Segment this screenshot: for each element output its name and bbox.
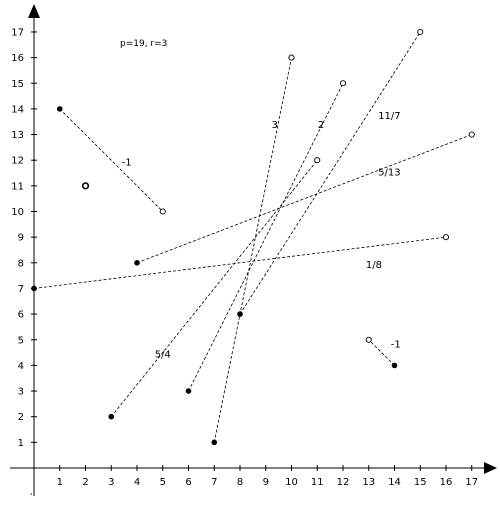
y-tick-label-6: 6 bbox=[18, 310, 24, 321]
y-tick-label-14: 14 bbox=[11, 104, 24, 115]
y-tick-label-13: 13 bbox=[11, 130, 24, 141]
segment-5 bbox=[188, 83, 344, 392]
segment-5-start-point bbox=[185, 388, 192, 394]
segment-5-end-point bbox=[339, 80, 347, 87]
x-tick-label-16: 16 bbox=[440, 477, 453, 488]
y-tick-label-4: 4 bbox=[18, 361, 24, 372]
x-tick-label-7: 7 bbox=[211, 477, 217, 488]
x-tick-label-2: 2 bbox=[82, 477, 88, 488]
y-tick-label-8: 8 bbox=[18, 258, 24, 269]
segment-2-start-point bbox=[31, 285, 37, 292]
axes-layer: ' bbox=[10, 4, 497, 501]
segment-2 bbox=[33, 236, 447, 289]
params-label: p=19, r=3 bbox=[120, 39, 167, 49]
segment-7 bbox=[239, 31, 421, 315]
x-tick-label-15: 15 bbox=[414, 477, 427, 488]
segment-6-end-point bbox=[288, 54, 295, 61]
segment-3-slope-label: 5/13 bbox=[378, 168, 400, 179]
y-tick-label-10: 10 bbox=[11, 207, 24, 218]
x-tick-label-11: 11 bbox=[311, 477, 324, 488]
isolated-point-1 bbox=[81, 182, 90, 190]
segment-4 bbox=[110, 159, 318, 417]
points-layer bbox=[31, 28, 475, 446]
x-tick-label-5: 5 bbox=[160, 477, 166, 488]
segment-6-slope-label: 3 bbox=[272, 120, 278, 131]
segment-7-slope-label: 11/7 bbox=[378, 111, 400, 122]
x-tick-label-1: 1 bbox=[57, 477, 63, 488]
segment-2-slope-label: 1/8 bbox=[366, 260, 382, 271]
segment-7-end-point bbox=[417, 28, 424, 36]
y-tick-label-1: 1 bbox=[18, 438, 24, 449]
origin-mark: ' bbox=[30, 492, 32, 500]
segment-4-end-point bbox=[314, 157, 321, 164]
y-tick-label-11: 11 bbox=[11, 181, 24, 192]
x-tick-label-13: 13 bbox=[362, 477, 375, 488]
segment-8-slope-label: -1 bbox=[391, 339, 401, 350]
segment-6-start-point bbox=[211, 439, 218, 446]
segment-7-start-point bbox=[237, 311, 243, 317]
x-tick-label-12: 12 bbox=[337, 477, 350, 488]
segment-3 bbox=[136, 134, 472, 264]
y-tick-label-9: 9 bbox=[18, 233, 24, 244]
labels-layer: -1 1/8 5/13 5/4 2 3 11/7 -1 bbox=[122, 111, 401, 361]
x-tick-label-8: 8 bbox=[237, 477, 243, 488]
y-tick-label-5: 5 bbox=[18, 335, 24, 346]
x-tick-label-9: 9 bbox=[263, 477, 269, 488]
segment-6 bbox=[213, 57, 292, 443]
y-axis-arrow-icon bbox=[28, 4, 40, 18]
segment-1 bbox=[59, 108, 164, 212]
segment-1-start-point bbox=[56, 106, 63, 112]
x-tick-label-6: 6 bbox=[185, 477, 191, 488]
segment-4-start-point bbox=[108, 413, 115, 420]
x-tick-label-10: 10 bbox=[285, 477, 298, 488]
segment-5-slope-label: 2 bbox=[318, 120, 324, 131]
segment-2-end-point bbox=[442, 234, 450, 241]
ticks-layer: 1 2 3 4 5 6 7 8 9 10 11 12 13 14 15 16 17123456789101112… bbox=[11, 27, 478, 488]
segment-8-start-point bbox=[391, 362, 398, 369]
segment-1-end-point bbox=[159, 208, 166, 215]
segment-3-end-point bbox=[468, 131, 475, 138]
x-tick-label-4: 4 bbox=[134, 477, 140, 488]
segments-layer bbox=[33, 31, 472, 443]
segment-3-start-point bbox=[134, 260, 140, 266]
y-tick-label-3: 3 bbox=[18, 387, 24, 398]
segment-8 bbox=[368, 339, 395, 366]
y-tick-label-16: 16 bbox=[11, 53, 24, 64]
y-tick-label-7: 7 bbox=[18, 284, 24, 295]
y-tick-label-2: 2 bbox=[18, 412, 24, 423]
segment-8-end-point bbox=[365, 336, 372, 343]
y-tick-label-12: 12 bbox=[11, 156, 24, 167]
x-tick-label-17: 17 bbox=[465, 477, 478, 488]
segment-4-slope-label: 5/4 bbox=[155, 350, 171, 361]
x-tick-label-3: 3 bbox=[108, 477, 114, 488]
x-tick-label-14: 14 bbox=[388, 477, 401, 488]
y-tick-label-15: 15 bbox=[11, 79, 24, 90]
y-tick-label-17: 17 bbox=[11, 27, 24, 38]
x-axis-arrow-icon bbox=[484, 462, 497, 474]
segment-1-slope-label: -1 bbox=[122, 157, 132, 168]
